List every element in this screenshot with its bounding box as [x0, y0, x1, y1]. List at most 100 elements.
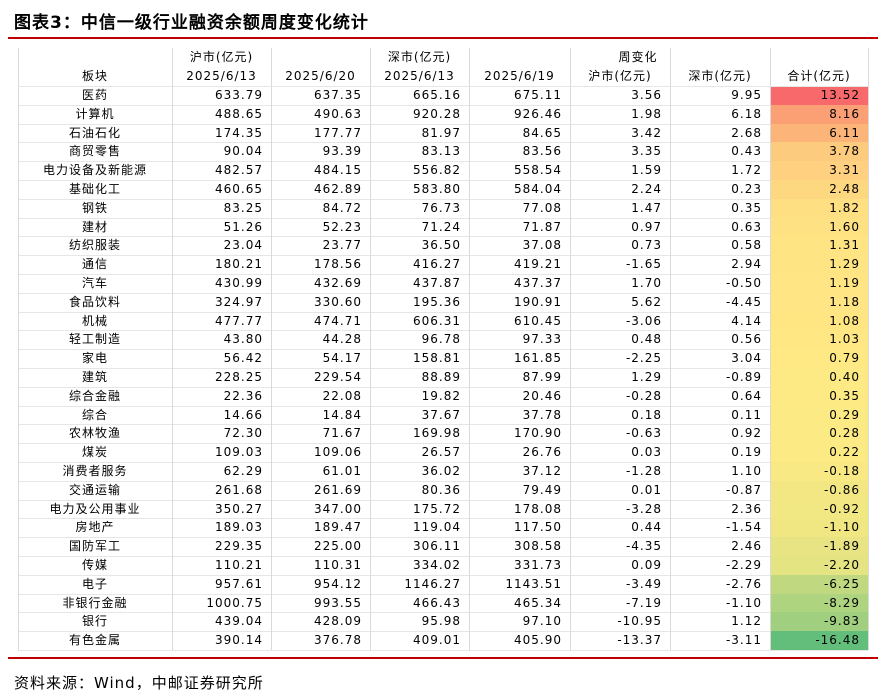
row-label: 纺织服装 — [68, 238, 121, 253]
row-label: 消费者服务 — [62, 464, 128, 478]
table-cell: 169.98 — [413, 426, 461, 441]
column-line — [570, 48, 571, 650]
table-cell: 1.29 — [770, 255, 868, 274]
table-cell: -0.87 — [725, 482, 762, 497]
table-cell: 466.43 — [413, 595, 461, 610]
table-cell: 170.90 — [514, 426, 562, 441]
table-cell: 37.78 — [522, 407, 562, 422]
table-cell: 460.65 — [215, 182, 263, 196]
table-cell: 195.36 — [413, 294, 461, 309]
table-cell: 1.98 — [631, 106, 662, 121]
row-line — [18, 161, 868, 163]
table-cell: 22.36 — [223, 388, 263, 403]
column-line — [469, 48, 470, 650]
table-cell: -3.49 — [625, 576, 662, 591]
table-cell: 1.19 — [770, 274, 868, 293]
row-line — [18, 349, 868, 351]
table-cell: 1.82 — [770, 198, 868, 218]
table-cell: 261.68 — [215, 482, 263, 497]
table-cell: -0.63 — [625, 426, 662, 441]
table-cell: 488.65 — [215, 106, 263, 121]
row-label: 医药 — [81, 88, 108, 102]
header-cell: 深市(亿元) — [688, 68, 752, 83]
table-cell: 437.37 — [514, 276, 562, 290]
table-cell: 0.35 — [770, 386, 868, 406]
table-cell: 606.31 — [413, 313, 461, 328]
table-cell: 0.35 — [731, 200, 762, 215]
table-cell: -0.89 — [725, 370, 762, 384]
row-label: 石油石化 — [68, 125, 121, 140]
table-cell: 430.99 — [215, 276, 263, 290]
table-cell: 9.95 — [731, 88, 762, 102]
table-cell: 71.87 — [522, 219, 562, 234]
table-cell: -0.28 — [625, 388, 662, 403]
table-cell: 76.73 — [421, 200, 461, 215]
row-label: 传媒 — [81, 558, 108, 572]
table-cell: 97.10 — [522, 614, 562, 629]
table-cell: 37.08 — [522, 238, 562, 253]
table-cell: 0.03 — [631, 445, 662, 460]
table-cell: 0.11 — [731, 407, 762, 422]
table-cell: 36.50 — [421, 238, 461, 253]
footer-rule — [8, 657, 878, 659]
row-label: 建材 — [81, 219, 108, 234]
table-cell: 428.09 — [314, 614, 362, 629]
table-cell: 96.78 — [421, 332, 461, 347]
table-cell: 1.18 — [770, 292, 868, 312]
table-cell: 0.63 — [731, 219, 762, 234]
table-cell: 97.33 — [522, 332, 562, 347]
row-label: 有色金属 — [68, 633, 121, 648]
table-cell: 0.97 — [631, 219, 662, 234]
table-cell: 189.03 — [215, 520, 263, 535]
column-line — [18, 48, 19, 650]
row-line — [18, 386, 868, 388]
row-line — [18, 593, 868, 595]
table-cell: 490.63 — [314, 106, 362, 121]
table-cell: 376.78 — [314, 633, 362, 648]
column-line — [271, 48, 272, 650]
row-line — [18, 104, 868, 106]
table-cell: 3.42 — [631, 125, 662, 140]
table-cell: 665.16 — [413, 88, 461, 102]
table-cell: 190.91 — [514, 294, 562, 309]
table-cell: 1000.75 — [206, 595, 263, 610]
table-cell: 61.01 — [322, 464, 362, 478]
table-cell: 84.72 — [322, 200, 362, 215]
table-cell: 331.73 — [514, 558, 562, 572]
row-line — [18, 405, 868, 407]
table-cell: 228.25 — [215, 370, 263, 384]
row-label: 机械 — [81, 313, 108, 328]
table-cell: 957.61 — [215, 576, 263, 591]
table-cell: 0.56 — [731, 332, 762, 347]
table-cell: -10.95 — [617, 614, 662, 629]
row-label: 电力设备及新能源 — [42, 163, 147, 178]
row-line — [18, 443, 868, 445]
table-cell: 1.72 — [731, 163, 762, 178]
table-cell: -8.29 — [770, 593, 868, 613]
table-cell: 158.81 — [413, 351, 461, 366]
table-cell: 4.14 — [731, 313, 762, 328]
row-line — [18, 499, 868, 501]
row-label: 国防军工 — [68, 539, 121, 554]
table-cell: 2.24 — [631, 182, 662, 196]
table-cell: 1.47 — [631, 200, 662, 215]
table-cell: 161.85 — [514, 351, 562, 366]
source: 资料来源：Wind，中邮证券研究所 — [14, 674, 264, 692]
table-cell: -9.83 — [770, 612, 868, 632]
table-cell: -2.25 — [625, 351, 662, 366]
row-label: 非银行金融 — [62, 595, 128, 610]
row-line — [18, 123, 868, 125]
title: 图表3：中信一级行业融资余额周度变化统计 — [14, 13, 369, 33]
table-cell: 52.23 — [322, 219, 362, 234]
row-line — [18, 612, 868, 614]
table-cell: -1.54 — [725, 520, 762, 535]
table-cell: 308.58 — [514, 539, 562, 554]
table-cell: 2.46 — [731, 539, 762, 554]
table-cell: 110.31 — [314, 558, 362, 572]
row-line — [18, 424, 868, 426]
table-cell: 174.35 — [215, 125, 263, 140]
row-label: 电子 — [81, 576, 108, 591]
row-label: 建筑 — [81, 370, 108, 384]
table-cell: 0.43 — [731, 144, 762, 159]
